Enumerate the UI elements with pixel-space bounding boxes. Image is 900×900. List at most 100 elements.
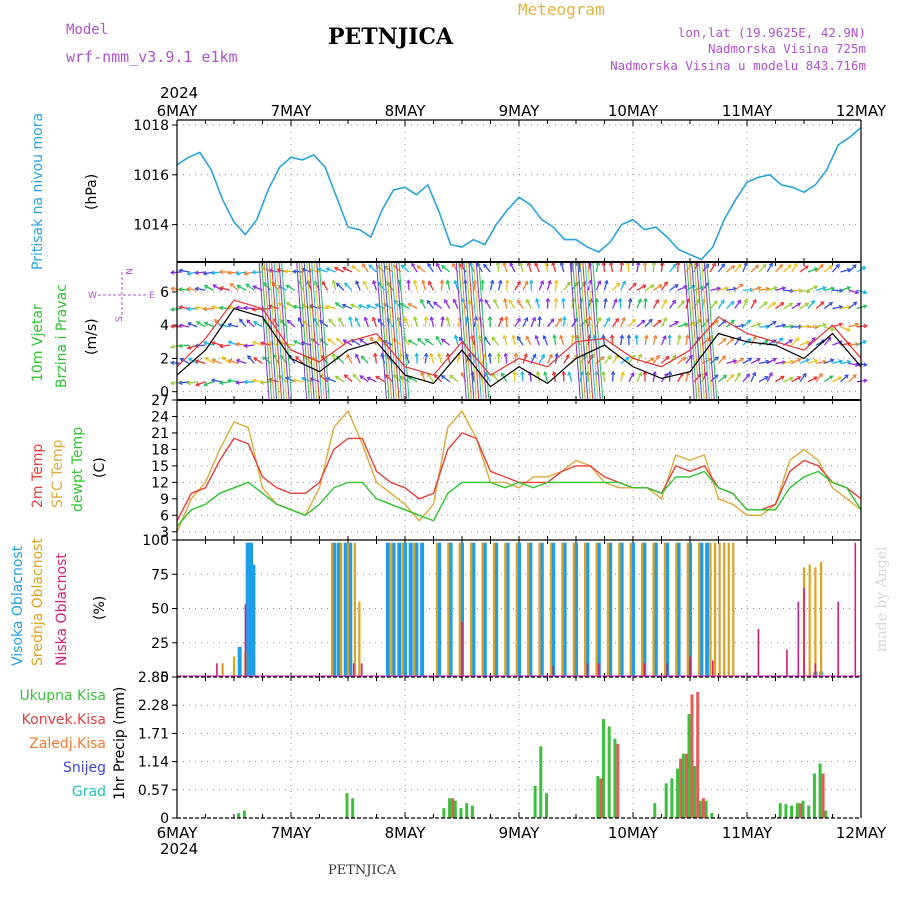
wind-arrow-head <box>218 380 224 386</box>
wind-bundle-line <box>470 261 482 401</box>
wind-ytick-label: 0 <box>160 385 169 401</box>
wind-arrow-mark <box>441 375 451 383</box>
x-axis-top-labels: 6MAY 7MAY 8MAY 9MAY 10MAY 11MAY 12MAY <box>157 102 887 126</box>
wind-arrow-mark <box>221 356 231 364</box>
wind-arrow-mark <box>219 381 230 384</box>
wind-arrow-head <box>487 352 493 357</box>
cloud-bar-high <box>562 542 567 677</box>
cloud-ytick-label: 75 <box>151 567 169 583</box>
wind-arrow-head <box>730 319 735 324</box>
wind-arrow-head <box>427 262 432 268</box>
wind-arrow-head <box>838 359 844 364</box>
cloud-bar-low <box>216 663 218 677</box>
wind-bundle-line <box>478 261 490 401</box>
wind-arrow-mark <box>372 317 378 328</box>
wind-arrow-mark <box>579 319 588 328</box>
wind-arrow-mark <box>856 379 867 383</box>
wind-arrow-mark <box>170 361 182 365</box>
wind-arrow-head <box>781 360 787 365</box>
precip-ytick-label: 2.28 <box>138 698 169 714</box>
wind-arrow-mark <box>799 341 810 346</box>
wind-arrow-mark <box>332 280 337 291</box>
wind-arrow-mark <box>405 353 410 364</box>
x-tick-label-bottom: 7MAY <box>271 824 313 842</box>
wind-arrow-mark <box>364 317 369 328</box>
temp2m-series-line <box>176 432 862 522</box>
temp-label-sfc: SFC Temp <box>50 439 66 508</box>
wind-arrow-head <box>483 263 488 268</box>
wind-arrow-mark <box>526 299 532 309</box>
wind-arrow-mark <box>734 283 744 291</box>
wind-arrow-mark <box>277 284 288 291</box>
wind-bundle-line <box>683 261 695 401</box>
wind-arrow-head <box>169 324 175 329</box>
wind-arrow-head <box>513 352 519 357</box>
cloud-bar-high <box>551 542 556 677</box>
wind-arrow-mark <box>726 337 735 346</box>
wind-arrow-mark <box>219 324 230 328</box>
wind-arrow-head <box>407 339 412 344</box>
wind-arrow-head <box>202 306 207 312</box>
wind-arrow-head <box>674 320 679 325</box>
precip-bar-convective <box>599 778 603 818</box>
wind-arrow-head <box>810 299 815 305</box>
wind-arrow-mark <box>433 301 442 310</box>
wind-arrow-mark <box>489 316 492 327</box>
wind-arrow-mark <box>717 299 725 309</box>
wind-arrow-head <box>243 305 248 311</box>
wind-arrow-head <box>789 376 794 381</box>
precip-bar-total <box>237 813 241 818</box>
coords-text: lon,lat (19.9625E, 42.9N) <box>678 25 866 40</box>
wind-arrow-mark <box>726 301 735 310</box>
cloud-bar-high <box>517 542 521 677</box>
precip-bar-total <box>784 804 788 818</box>
wind-arrow-head <box>354 316 359 322</box>
wind-bundle-line <box>376 261 387 401</box>
wind-arrow-mark <box>791 376 801 383</box>
wind-arrow-head <box>605 317 610 322</box>
wind-arrow-head <box>262 356 267 361</box>
wind-arrow-mark <box>766 262 773 273</box>
wind-arrow-head <box>535 370 541 376</box>
wind-arrow-head <box>178 323 183 328</box>
wind-arrow-head <box>781 323 787 328</box>
wind-arrow-head <box>267 268 273 273</box>
wind-arrow-mark <box>196 321 206 328</box>
wind-arrow-mark <box>544 371 549 382</box>
cloud-bar-mid <box>330 542 334 677</box>
wind-bundle-line <box>589 261 601 401</box>
wind-arrow-head <box>822 286 827 291</box>
wind-bundle-line <box>696 261 708 401</box>
precip-bar-total <box>693 766 697 818</box>
wind-arrow-mark <box>552 262 557 273</box>
wind-arrow-head <box>186 306 191 312</box>
wind-arrow-head <box>178 287 183 292</box>
wind-arrow-head <box>335 282 341 287</box>
wind-arrow-mark <box>435 336 443 346</box>
wind-arrow-mark <box>823 337 832 346</box>
wind-arrow-mark <box>799 373 807 383</box>
wind-arrow-mark <box>195 287 206 291</box>
wind-arrow-head <box>600 356 605 361</box>
wind-arrow-mark <box>517 299 524 309</box>
wind-arrow-mark <box>384 265 394 273</box>
wind-arrow-head <box>730 373 735 379</box>
wind-arrow-head <box>411 262 416 267</box>
precip-bar-total <box>613 738 617 818</box>
wind-arrow-head <box>328 318 333 323</box>
wind-arrow-head <box>487 315 493 321</box>
compass-north-label: N <box>123 268 133 275</box>
cloud-bar-high <box>505 542 510 677</box>
precip-bar-total <box>596 775 600 818</box>
wind-arrow-mark <box>774 264 783 273</box>
wind-arrow-head <box>386 317 391 322</box>
wind-arrow-head <box>846 285 852 291</box>
wind-arrow-head <box>835 263 840 269</box>
wind-arrow-head <box>757 286 762 291</box>
wind-arrow-mark <box>783 377 794 383</box>
wind-arrow-head <box>268 304 273 309</box>
wind-arrow-head <box>739 283 744 288</box>
wind-arrow-mark <box>791 302 801 310</box>
wind-arrow-mark <box>636 262 640 273</box>
wind-arrow-mark <box>457 353 460 364</box>
